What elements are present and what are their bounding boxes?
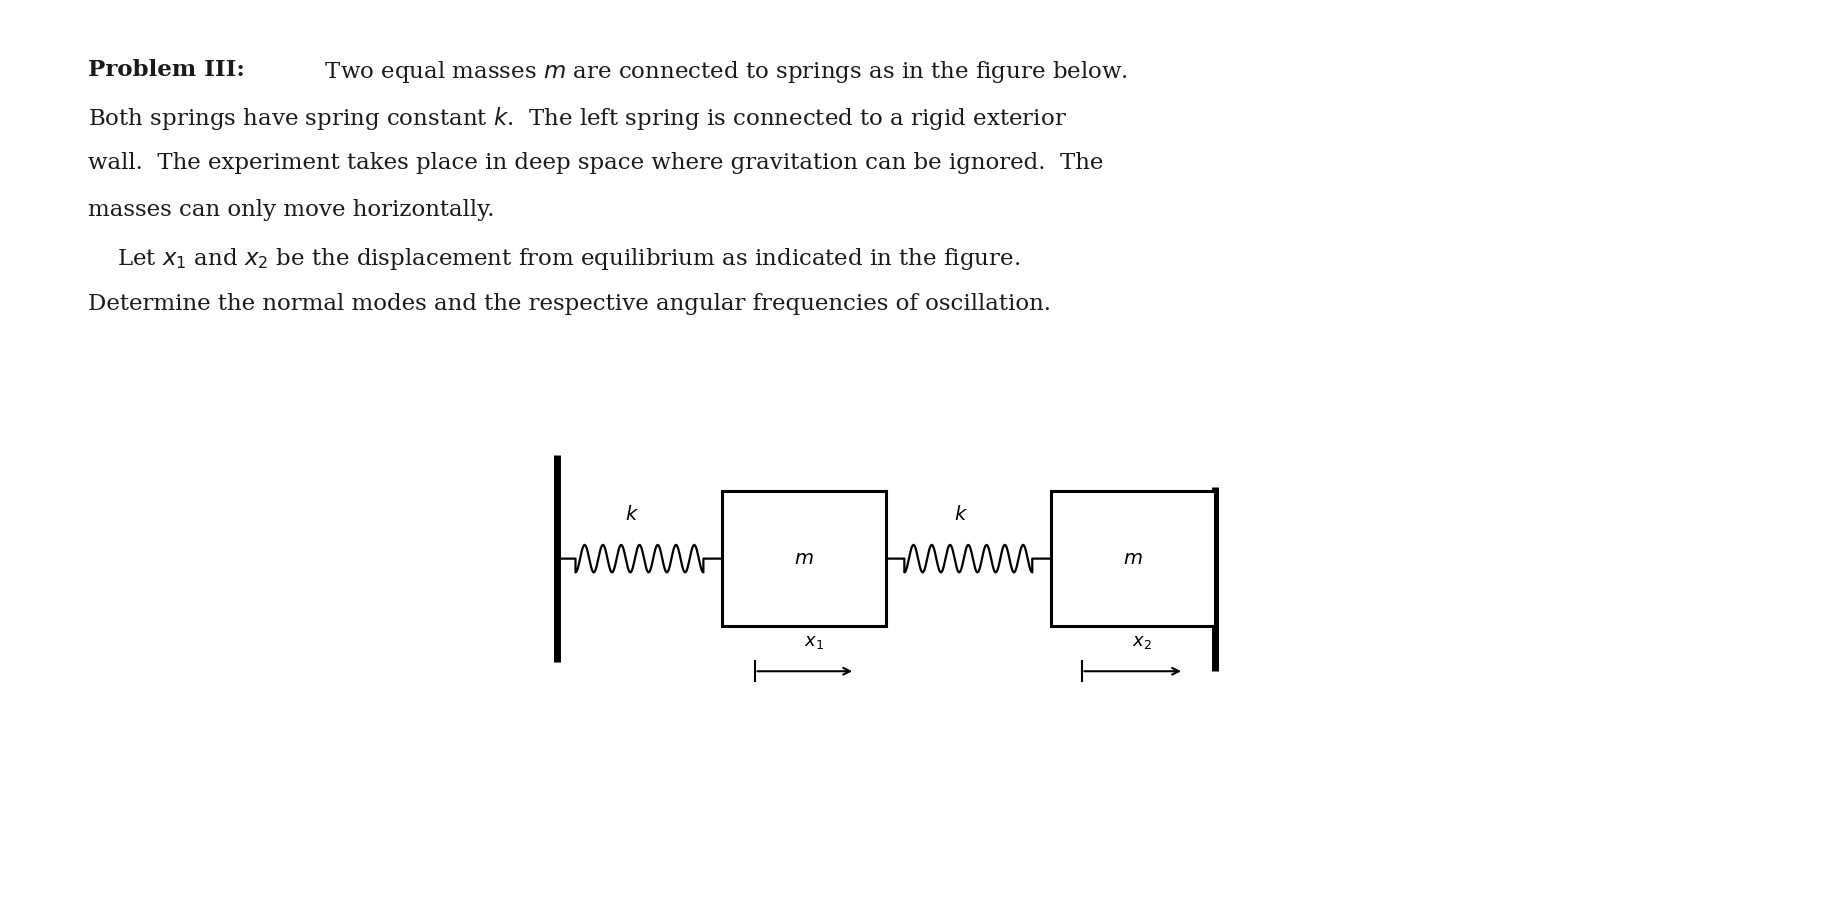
Text: Both springs have spring constant $k$.  The left spring is connected to a rigid : Both springs have spring constant $k$. T… (88, 105, 1067, 132)
Bar (722, 491, 886, 626)
Text: $m$: $m$ (1124, 550, 1142, 568)
Text: Let $x_1$ and $x_2$ be the displacement from equilibrium as indicated in the fig: Let $x_1$ and $x_2$ be the displacement … (88, 246, 1019, 272)
Text: $x_1$: $x_1$ (804, 633, 824, 651)
Bar (1051, 491, 1215, 626)
Text: Problem III:: Problem III: (88, 59, 245, 80)
Text: $m$: $m$ (795, 550, 813, 568)
Text: $k$: $k$ (625, 505, 639, 524)
Text: $x_2$: $x_2$ (1133, 633, 1151, 651)
Text: wall.  The experiment takes place in deep space where gravitation can be ignored: wall. The experiment takes place in deep… (88, 152, 1104, 174)
Text: $k$: $k$ (954, 505, 968, 524)
Text: Two equal masses $m$ are connected to springs as in the figure below.: Two equal masses $m$ are connected to sp… (303, 59, 1129, 85)
Text: Determine the normal modes and the respective angular frequencies of oscillation: Determine the normal modes and the respe… (88, 293, 1051, 314)
Text: masses can only move horizontally.: masses can only move horizontally. (88, 199, 493, 221)
